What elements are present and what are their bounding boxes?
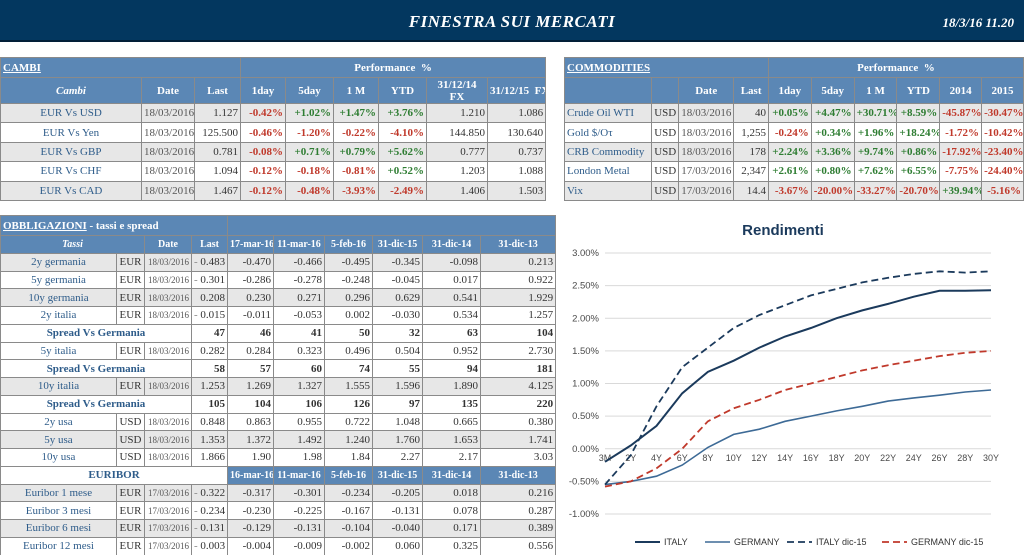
svg-text:16Y: 16Y bbox=[803, 453, 819, 463]
svg-text:10Y: 10Y bbox=[726, 453, 742, 463]
svg-text:24Y: 24Y bbox=[906, 453, 922, 463]
svg-text:-0.50%: -0.50% bbox=[569, 476, 600, 487]
svg-text:Rendimenti: Rendimenti bbox=[742, 222, 824, 239]
svg-text:30Y: 30Y bbox=[983, 453, 999, 463]
svg-text:22Y: 22Y bbox=[880, 453, 896, 463]
svg-text:GERMANY dic-15: GERMANY dic-15 bbox=[911, 537, 983, 547]
svg-text:ITALY dic-15: ITALY dic-15 bbox=[816, 537, 867, 547]
svg-text:8Y: 8Y bbox=[702, 453, 713, 463]
svg-text:12Y: 12Y bbox=[751, 453, 767, 463]
svg-text:0.50%: 0.50% bbox=[572, 411, 599, 422]
svg-text:20Y: 20Y bbox=[854, 453, 870, 463]
svg-text:-1.00%: -1.00% bbox=[569, 509, 600, 520]
svg-text:GERMANY: GERMANY bbox=[734, 537, 780, 547]
svg-text:1.50%: 1.50% bbox=[572, 346, 599, 357]
svg-text:1.00%: 1.00% bbox=[572, 379, 599, 390]
svg-text:2.00%: 2.00% bbox=[572, 313, 599, 324]
svg-text:2.50%: 2.50% bbox=[572, 281, 599, 292]
svg-text:26Y: 26Y bbox=[931, 453, 947, 463]
svg-text:ITALY: ITALY bbox=[664, 537, 688, 547]
svg-text:28Y: 28Y bbox=[957, 453, 973, 463]
svg-text:14Y: 14Y bbox=[777, 453, 793, 463]
svg-text:4Y: 4Y bbox=[651, 453, 662, 463]
svg-text:0.00%: 0.00% bbox=[572, 444, 599, 455]
svg-text:3.00%: 3.00% bbox=[572, 248, 599, 259]
svg-text:18Y: 18Y bbox=[829, 453, 845, 463]
